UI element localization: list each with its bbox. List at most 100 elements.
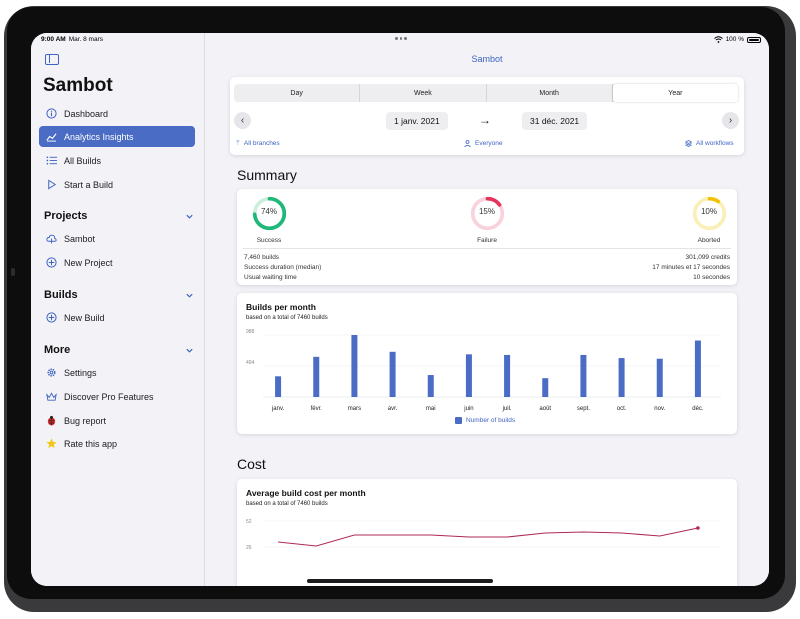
arrow-right-icon: →	[479, 113, 491, 127]
stack-icon	[685, 140, 692, 147]
sidebar-item-label: New Build	[64, 312, 105, 323]
cost-chart-card: Average build cost per month based on a …	[237, 479, 737, 586]
aborted-percent: 10%	[700, 207, 717, 216]
bar	[427, 375, 434, 397]
start-date-picker[interactable]: 1 janv. 2021	[386, 112, 448, 130]
failure-ring: 15% Failure	[457, 195, 517, 244]
x-tick-label: juil.	[502, 406, 512, 412]
failure-percent: 15%	[478, 207, 495, 216]
end-date-picker[interactable]: 31 déc. 2021	[522, 112, 588, 130]
x-tick-label: oct.	[617, 406, 627, 412]
previous-period-button[interactable]: ‹	[234, 112, 251, 129]
segment-day[interactable]: Day	[234, 84, 361, 102]
bar	[313, 356, 320, 397]
user-filter[interactable]: Everyone	[464, 140, 502, 147]
x-tick-label: janv.	[271, 406, 285, 412]
segment-month[interactable]: Month	[487, 84, 613, 102]
bar	[351, 335, 358, 397]
sidebar-item-new-build[interactable]: New Build	[39, 307, 195, 328]
failure-label: Failure	[477, 237, 497, 244]
builds-bar-chart: 988 494 janv. févr. mars avr. mai juin juil. août…	[246, 329, 721, 412]
camera-dot	[11, 268, 15, 276]
workflow-filter-label: All workflows	[696, 140, 734, 147]
sidebar-item-start-build[interactable]: Start a Build	[39, 174, 195, 195]
sidebar-item-label: New Project	[64, 257, 113, 268]
segment-week[interactable]: Week	[360, 84, 487, 102]
stat-builds-label: 7,460 builds	[244, 254, 280, 261]
cost-heading: Cost	[237, 456, 266, 472]
x-tick-label: mars	[348, 406, 361, 412]
branch-filter[interactable]: ᛘ All branches	[236, 140, 280, 147]
data-point	[696, 526, 700, 530]
sidebar-item-settings[interactable]: Settings	[39, 362, 195, 383]
aborted-label: Aborted	[697, 237, 721, 244]
bar	[542, 378, 549, 397]
ladybug-icon	[45, 415, 57, 427]
chart-subtitle: based on a total of 7460 builds	[246, 315, 328, 321]
chevron-down-icon	[186, 214, 193, 219]
bar	[618, 358, 625, 397]
section-more[interactable]: More	[44, 344, 194, 356]
x-tick-label: juin	[463, 406, 473, 412]
sidebar-item-pro-features[interactable]: Discover Pro Features	[39, 386, 195, 407]
aborted-ring-chart	[692, 196, 726, 231]
success-ring-chart	[252, 196, 286, 231]
sidebar-item-all-builds[interactable]: All Builds	[39, 150, 195, 171]
sidebar-item-label: Dashboard	[64, 108, 109, 119]
battery-text: 100 %	[725, 36, 744, 43]
sidebar-item-label: Analytics Insights	[64, 131, 134, 142]
sidebar-item-analytics[interactable]: Analytics Insights	[39, 126, 195, 147]
chart-icon	[45, 131, 57, 143]
next-period-button[interactable]: ›	[722, 112, 739, 129]
y-tick-label: 26	[246, 545, 252, 551]
app-title: Sambot	[43, 75, 113, 96]
stat-duration-label: Success duration (median)	[244, 264, 322, 271]
home-indicator[interactable]	[307, 579, 493, 583]
sidebar-item-dashboard[interactable]: Dashboard	[39, 103, 195, 124]
failure-ring-chart	[470, 196, 504, 231]
play-icon	[45, 179, 57, 191]
success-percent: 74%	[260, 207, 277, 216]
multitasking-dots[interactable]	[395, 37, 408, 41]
sidebar-toggle-icon[interactable]	[45, 54, 59, 65]
stat-builds-value: 301,099 credits	[685, 254, 730, 261]
bar	[504, 354, 511, 397]
branch-icon: ᛘ	[236, 140, 240, 147]
status-right: 100 %	[713, 36, 761, 43]
sidebar-item-label: Settings	[64, 367, 97, 378]
sidebar-item-new-project[interactable]: New Project	[39, 252, 195, 273]
screen: 9:00 AM Mar. 8 mars Sambot Dashboard Anal…	[31, 33, 769, 586]
person-icon	[464, 140, 471, 147]
sidebar-item-rate-app[interactable]: Rate this app	[39, 433, 195, 454]
nav-title: Sambot	[471, 54, 503, 64]
bar	[389, 351, 396, 397]
sidebar-item-label: Sambot	[64, 233, 96, 244]
section-builds[interactable]: Builds	[44, 289, 194, 301]
sidebar: 9:00 AM Mar. 8 mars Sambot Dashboard Anal…	[31, 33, 205, 586]
sidebar-item-label: Bug report	[64, 415, 107, 426]
y-tick-label: 52	[246, 519, 252, 525]
segment-year[interactable]: Year	[612, 84, 738, 102]
workflow-filter[interactable]: All workflows	[685, 140, 734, 147]
sidebar-item-bug-report[interactable]: Bug report	[39, 410, 195, 431]
x-tick-label: févr.	[311, 406, 323, 412]
y-tick-label: 988	[246, 329, 255, 335]
section-title: More	[44, 344, 71, 356]
main-content: 100 % Sambot Day Week Month Year ‹ 1 jan…	[205, 33, 769, 586]
period-segmented-control: Day Week Month Year	[234, 84, 738, 102]
bar	[465, 354, 472, 397]
plus-circle-icon	[45, 312, 57, 324]
summary-heading: Summary	[237, 167, 297, 183]
x-tick-label: avr.	[388, 406, 398, 412]
sidebar-item-label: Start a Build	[64, 179, 114, 190]
sidebar-item-label: Rate this app	[64, 438, 118, 449]
x-tick-label: août	[539, 406, 551, 412]
stat-waiting-label: Usual waiting time	[244, 274, 297, 281]
sidebar-item-sambot[interactable]: Sambot	[39, 228, 195, 249]
crown-icon	[45, 391, 57, 403]
section-projects[interactable]: Projects	[44, 210, 194, 222]
filter-card: Day Week Month Year ‹ 1 janv. 2021 → 31 …	[230, 77, 744, 155]
sidebar-item-label: All Builds	[64, 155, 102, 166]
user-filter-label: Everyone	[475, 140, 503, 147]
x-tick-label: nov.	[654, 406, 665, 412]
